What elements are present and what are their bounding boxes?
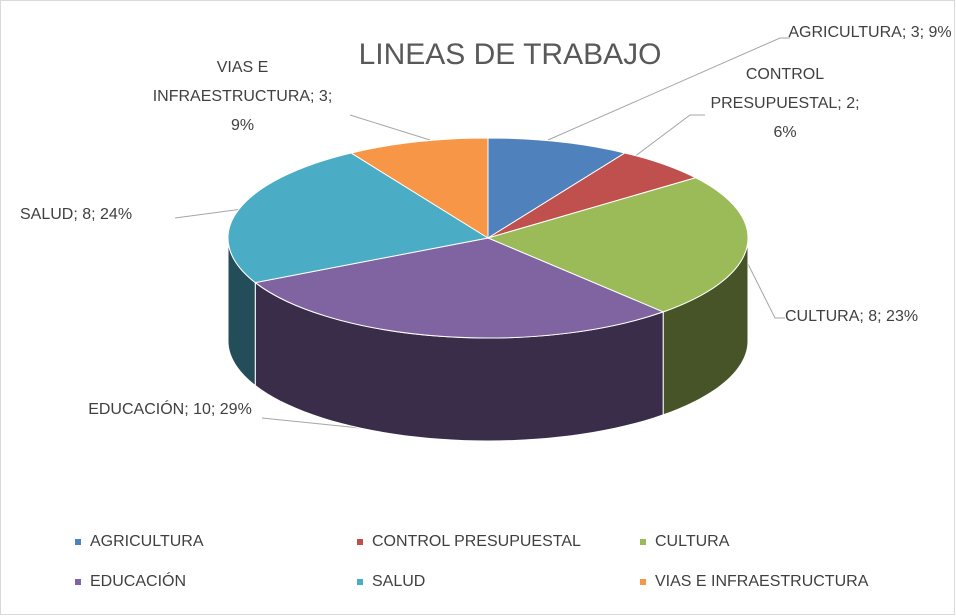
pie-slice xyxy=(487,137,627,239)
pie-slice xyxy=(349,137,489,239)
legend-label: VIAS E INFRAESTRUCTURA xyxy=(655,573,869,590)
leader-line xyxy=(629,114,705,161)
legend-swatch xyxy=(357,539,363,545)
legend-swatch xyxy=(640,539,646,545)
leader-line xyxy=(744,257,785,319)
data-label: CONTROL PRESUPUESTAL; 2; 6% xyxy=(710,66,860,141)
data-label: VIAS E INFRAESTRUCTURA; 3; 9% xyxy=(152,59,333,134)
legend-label: EDUCACIÓN xyxy=(90,571,186,590)
legend-label: SALUD xyxy=(372,573,425,590)
chart-title: LINEAS DE TRABAJO xyxy=(359,38,662,71)
legend-swatch xyxy=(640,579,646,585)
pie-slice xyxy=(227,152,490,284)
leader-line xyxy=(174,207,251,219)
leader-line xyxy=(547,37,790,141)
pie-slice xyxy=(486,177,749,313)
legend-swatch xyxy=(75,539,81,545)
leader-line xyxy=(349,114,431,141)
legend-swatch xyxy=(357,579,363,585)
legend-swatch xyxy=(75,579,81,585)
data-label: SALUD; 8; 24% xyxy=(20,206,133,223)
legend-label: CONTROL PRESUPUESTAL xyxy=(372,533,581,550)
leader-line xyxy=(261,417,361,429)
pie-slice xyxy=(254,237,665,339)
data-label: CULTURA; 8; 23% xyxy=(785,308,919,325)
legend-label: AGRICULTURA xyxy=(90,533,204,550)
data-label: EDUCACIÓN; 10; 29% xyxy=(88,401,252,418)
data-label: AGRICULTURA; 3; 9% xyxy=(788,24,952,41)
legend-label: CULTURA xyxy=(655,533,730,550)
